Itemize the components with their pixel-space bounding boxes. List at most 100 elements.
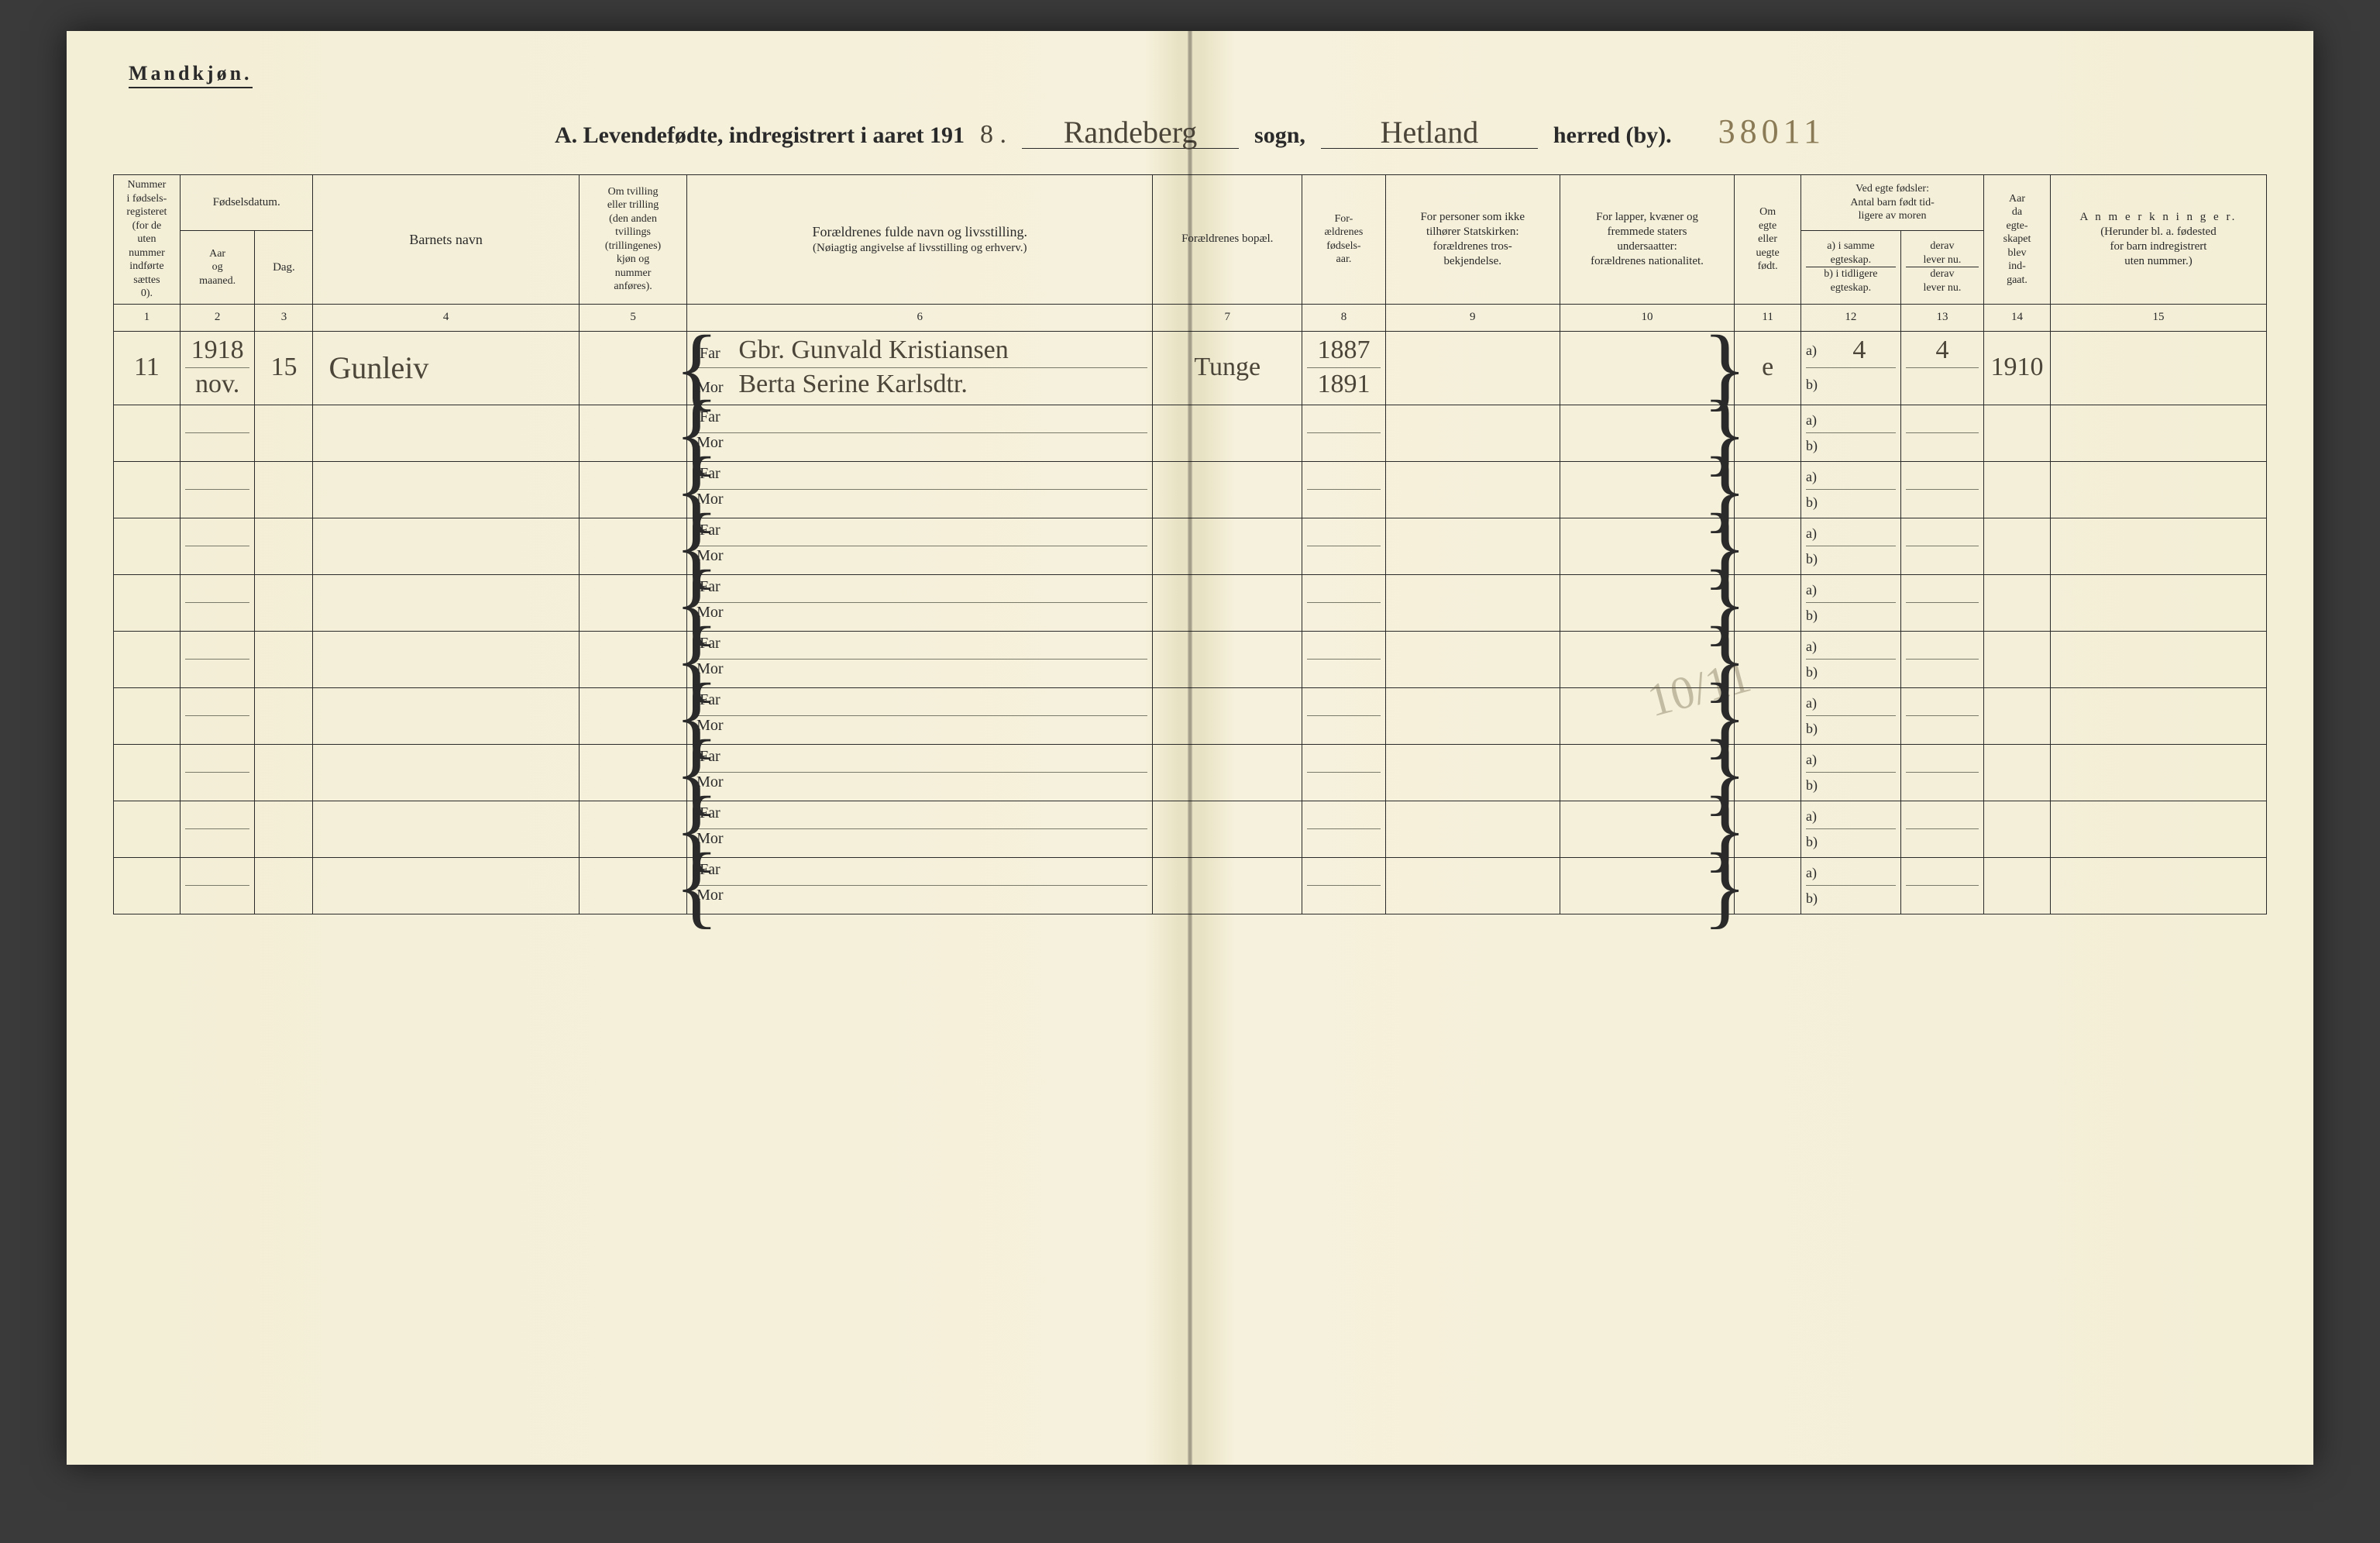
sogn-value: Randeberg bbox=[1022, 114, 1239, 149]
legitimacy bbox=[1735, 518, 1801, 574]
parent-birth-years bbox=[1302, 801, 1385, 857]
far-label: Far bbox=[692, 464, 727, 484]
prior-children-living bbox=[1900, 461, 1983, 518]
twin-info bbox=[579, 331, 686, 405]
col-2-header: Aarogmaaned. bbox=[180, 231, 255, 304]
prior-children-living bbox=[1900, 631, 1983, 687]
twin-info bbox=[579, 631, 686, 687]
marriage-year bbox=[1984, 461, 2051, 518]
nationality: } bbox=[1560, 857, 1734, 914]
mor-label: Mor bbox=[692, 603, 727, 622]
marriage-year bbox=[1984, 687, 2051, 744]
nationality: } bbox=[1560, 574, 1734, 631]
parent-birth-years bbox=[1302, 405, 1385, 461]
entry-day bbox=[255, 687, 313, 744]
child-name bbox=[313, 687, 579, 744]
col-6-header: Forældrenes fulde navn og livsstilling. … bbox=[687, 175, 1153, 305]
religion bbox=[1385, 405, 1560, 461]
entry-number bbox=[114, 574, 181, 631]
remarks bbox=[2050, 801, 2266, 857]
col-14-header: Aardaegte- skapetblevind-gaat. bbox=[1984, 175, 2051, 305]
child-name bbox=[313, 461, 579, 518]
colnum: 15 bbox=[2050, 304, 2266, 331]
religion bbox=[1385, 331, 1560, 405]
marriage-year: 1910 bbox=[1984, 331, 2051, 405]
nationality: } bbox=[1560, 801, 1734, 857]
colnum: 5 bbox=[579, 304, 686, 331]
far-label: Far bbox=[692, 747, 727, 766]
father-name: Gbr. Gunvald Kristiansen bbox=[738, 334, 1147, 367]
parent-birth-years bbox=[1302, 744, 1385, 801]
brace-right-icon: } bbox=[1717, 408, 1732, 458]
prior-children-living bbox=[1900, 687, 1983, 744]
entry-day bbox=[255, 574, 313, 631]
mor-label: Mor bbox=[692, 378, 727, 398]
parents-cell: { Far Mor bbox=[687, 405, 1153, 461]
col-2-3-group: Fødselsdatum. bbox=[180, 175, 313, 231]
marriage-year bbox=[1984, 518, 2051, 574]
entry-year-month bbox=[180, 405, 255, 461]
col-5-header: Om tvillingeller trilling(den anden tvil… bbox=[579, 175, 686, 305]
religion bbox=[1385, 801, 1560, 857]
twin-info bbox=[579, 461, 686, 518]
colnum: 6 bbox=[687, 304, 1153, 331]
entry-number bbox=[114, 801, 181, 857]
nationality: } bbox=[1560, 744, 1734, 801]
parent-birth-years bbox=[1302, 631, 1385, 687]
far-label: Far bbox=[692, 521, 727, 540]
prior-children-count: a) b) bbox=[1801, 518, 1901, 574]
entry-year-month bbox=[180, 631, 255, 687]
marriage-year bbox=[1984, 405, 2051, 461]
child-name bbox=[313, 574, 579, 631]
parents-cell: { Far Mor bbox=[687, 687, 1153, 744]
nationality: } bbox=[1560, 687, 1734, 744]
child-name bbox=[313, 801, 579, 857]
marriage-year bbox=[1984, 801, 2051, 857]
legitimacy bbox=[1735, 744, 1801, 801]
nationality: } bbox=[1560, 405, 1734, 461]
nationality: } bbox=[1560, 461, 1734, 518]
legitimacy: e bbox=[1735, 331, 1801, 405]
parent-birth-years bbox=[1302, 687, 1385, 744]
entry-number bbox=[114, 857, 181, 914]
parent-birth-years bbox=[1302, 574, 1385, 631]
colnum: 12 bbox=[1801, 304, 1901, 331]
far-label: Far bbox=[692, 804, 727, 823]
prior-children-count: a) b) bbox=[1801, 631, 1901, 687]
prior-children-count: a) b) bbox=[1801, 405, 1901, 461]
herred-label: herred (by). bbox=[1553, 122, 1672, 149]
colnum: 4 bbox=[313, 304, 579, 331]
title-row: A. Levendefødte, indregistrert i aaret 1… bbox=[113, 112, 2267, 151]
residence bbox=[1153, 687, 1302, 744]
colnum: 9 bbox=[1385, 304, 1560, 331]
marriage-year bbox=[1984, 631, 2051, 687]
residence bbox=[1153, 744, 1302, 801]
sogn-label: sogn, bbox=[1254, 122, 1305, 149]
parents-cell: { Far Mor bbox=[687, 574, 1153, 631]
entry-year-month bbox=[180, 801, 255, 857]
mother-name: Berta Serine Karlsdtr. bbox=[738, 368, 1147, 401]
religion bbox=[1385, 574, 1560, 631]
child-name bbox=[313, 518, 579, 574]
legitimacy bbox=[1735, 801, 1801, 857]
twin-info bbox=[579, 857, 686, 914]
col-8-header: For-ældrenes fødsels-aar. bbox=[1302, 175, 1385, 305]
col-4-header: Barnets navn bbox=[313, 175, 579, 305]
colnum: 10 bbox=[1560, 304, 1734, 331]
entry-day bbox=[255, 801, 313, 857]
residence bbox=[1153, 857, 1302, 914]
remarks bbox=[2050, 518, 2266, 574]
religion bbox=[1385, 631, 1560, 687]
parents-cell: { Far Mor bbox=[687, 857, 1153, 914]
entry-day bbox=[255, 518, 313, 574]
parent-birth-years bbox=[1302, 857, 1385, 914]
legitimacy bbox=[1735, 574, 1801, 631]
prior-children-count: a)4 b) bbox=[1801, 331, 1901, 405]
entry-day bbox=[255, 857, 313, 914]
column-number-row: 1 2 3 4 5 6 7 8 9 10 11 12 13 14 15 bbox=[114, 304, 2267, 331]
remarks bbox=[2050, 405, 2266, 461]
prior-children-count: a) b) bbox=[1801, 744, 1901, 801]
entry-day bbox=[255, 461, 313, 518]
mor-label: Mor bbox=[692, 773, 727, 792]
year-suffix: 8 . bbox=[980, 120, 1006, 150]
